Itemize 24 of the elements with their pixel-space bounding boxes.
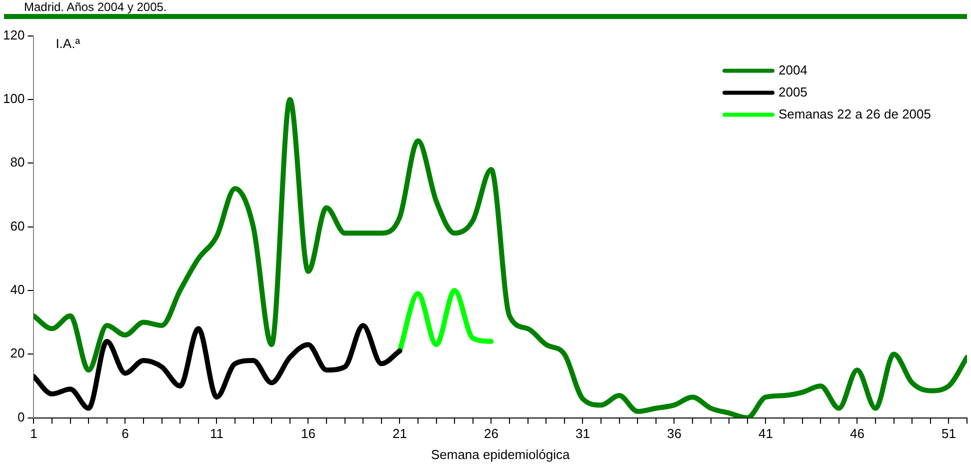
y-tick-label: 80	[10, 154, 25, 170]
x-tick-label: 6	[122, 426, 129, 442]
x-axis-title: Semana epidemiológica	[430, 446, 570, 462]
x-tick-label: 31	[575, 426, 590, 442]
legend-label: 2005	[778, 84, 808, 100]
y-axis-title: I.A.ª	[56, 36, 80, 51]
x-tick-label: 1	[30, 426, 38, 442]
x-tick-label: 16	[300, 426, 316, 442]
x-tick-label: 11	[210, 426, 224, 442]
y-tick-label: 120	[2, 27, 25, 42]
x-tick-label: 26	[484, 426, 498, 442]
x-tick-label: 36	[666, 426, 682, 442]
legend-label: 2004	[778, 62, 808, 78]
y-tick-label: 100	[2, 91, 25, 106]
chart-title: Madrid. Años 2004 y 2005.	[23, 0, 168, 14]
y-tick-label: 40	[10, 282, 25, 298]
x-tick-label: 21	[392, 426, 407, 442]
legend-label: Semanas 22 a 26 de 2005	[778, 106, 932, 122]
y-tick-label: 20	[10, 346, 25, 361]
x-tick-label: 41	[758, 426, 773, 442]
x-tick-label: 46	[850, 426, 864, 442]
y-tick-label: 60	[10, 218, 25, 234]
x-tick-label: 51	[941, 426, 956, 442]
y-tick-label: 0	[17, 409, 25, 424]
